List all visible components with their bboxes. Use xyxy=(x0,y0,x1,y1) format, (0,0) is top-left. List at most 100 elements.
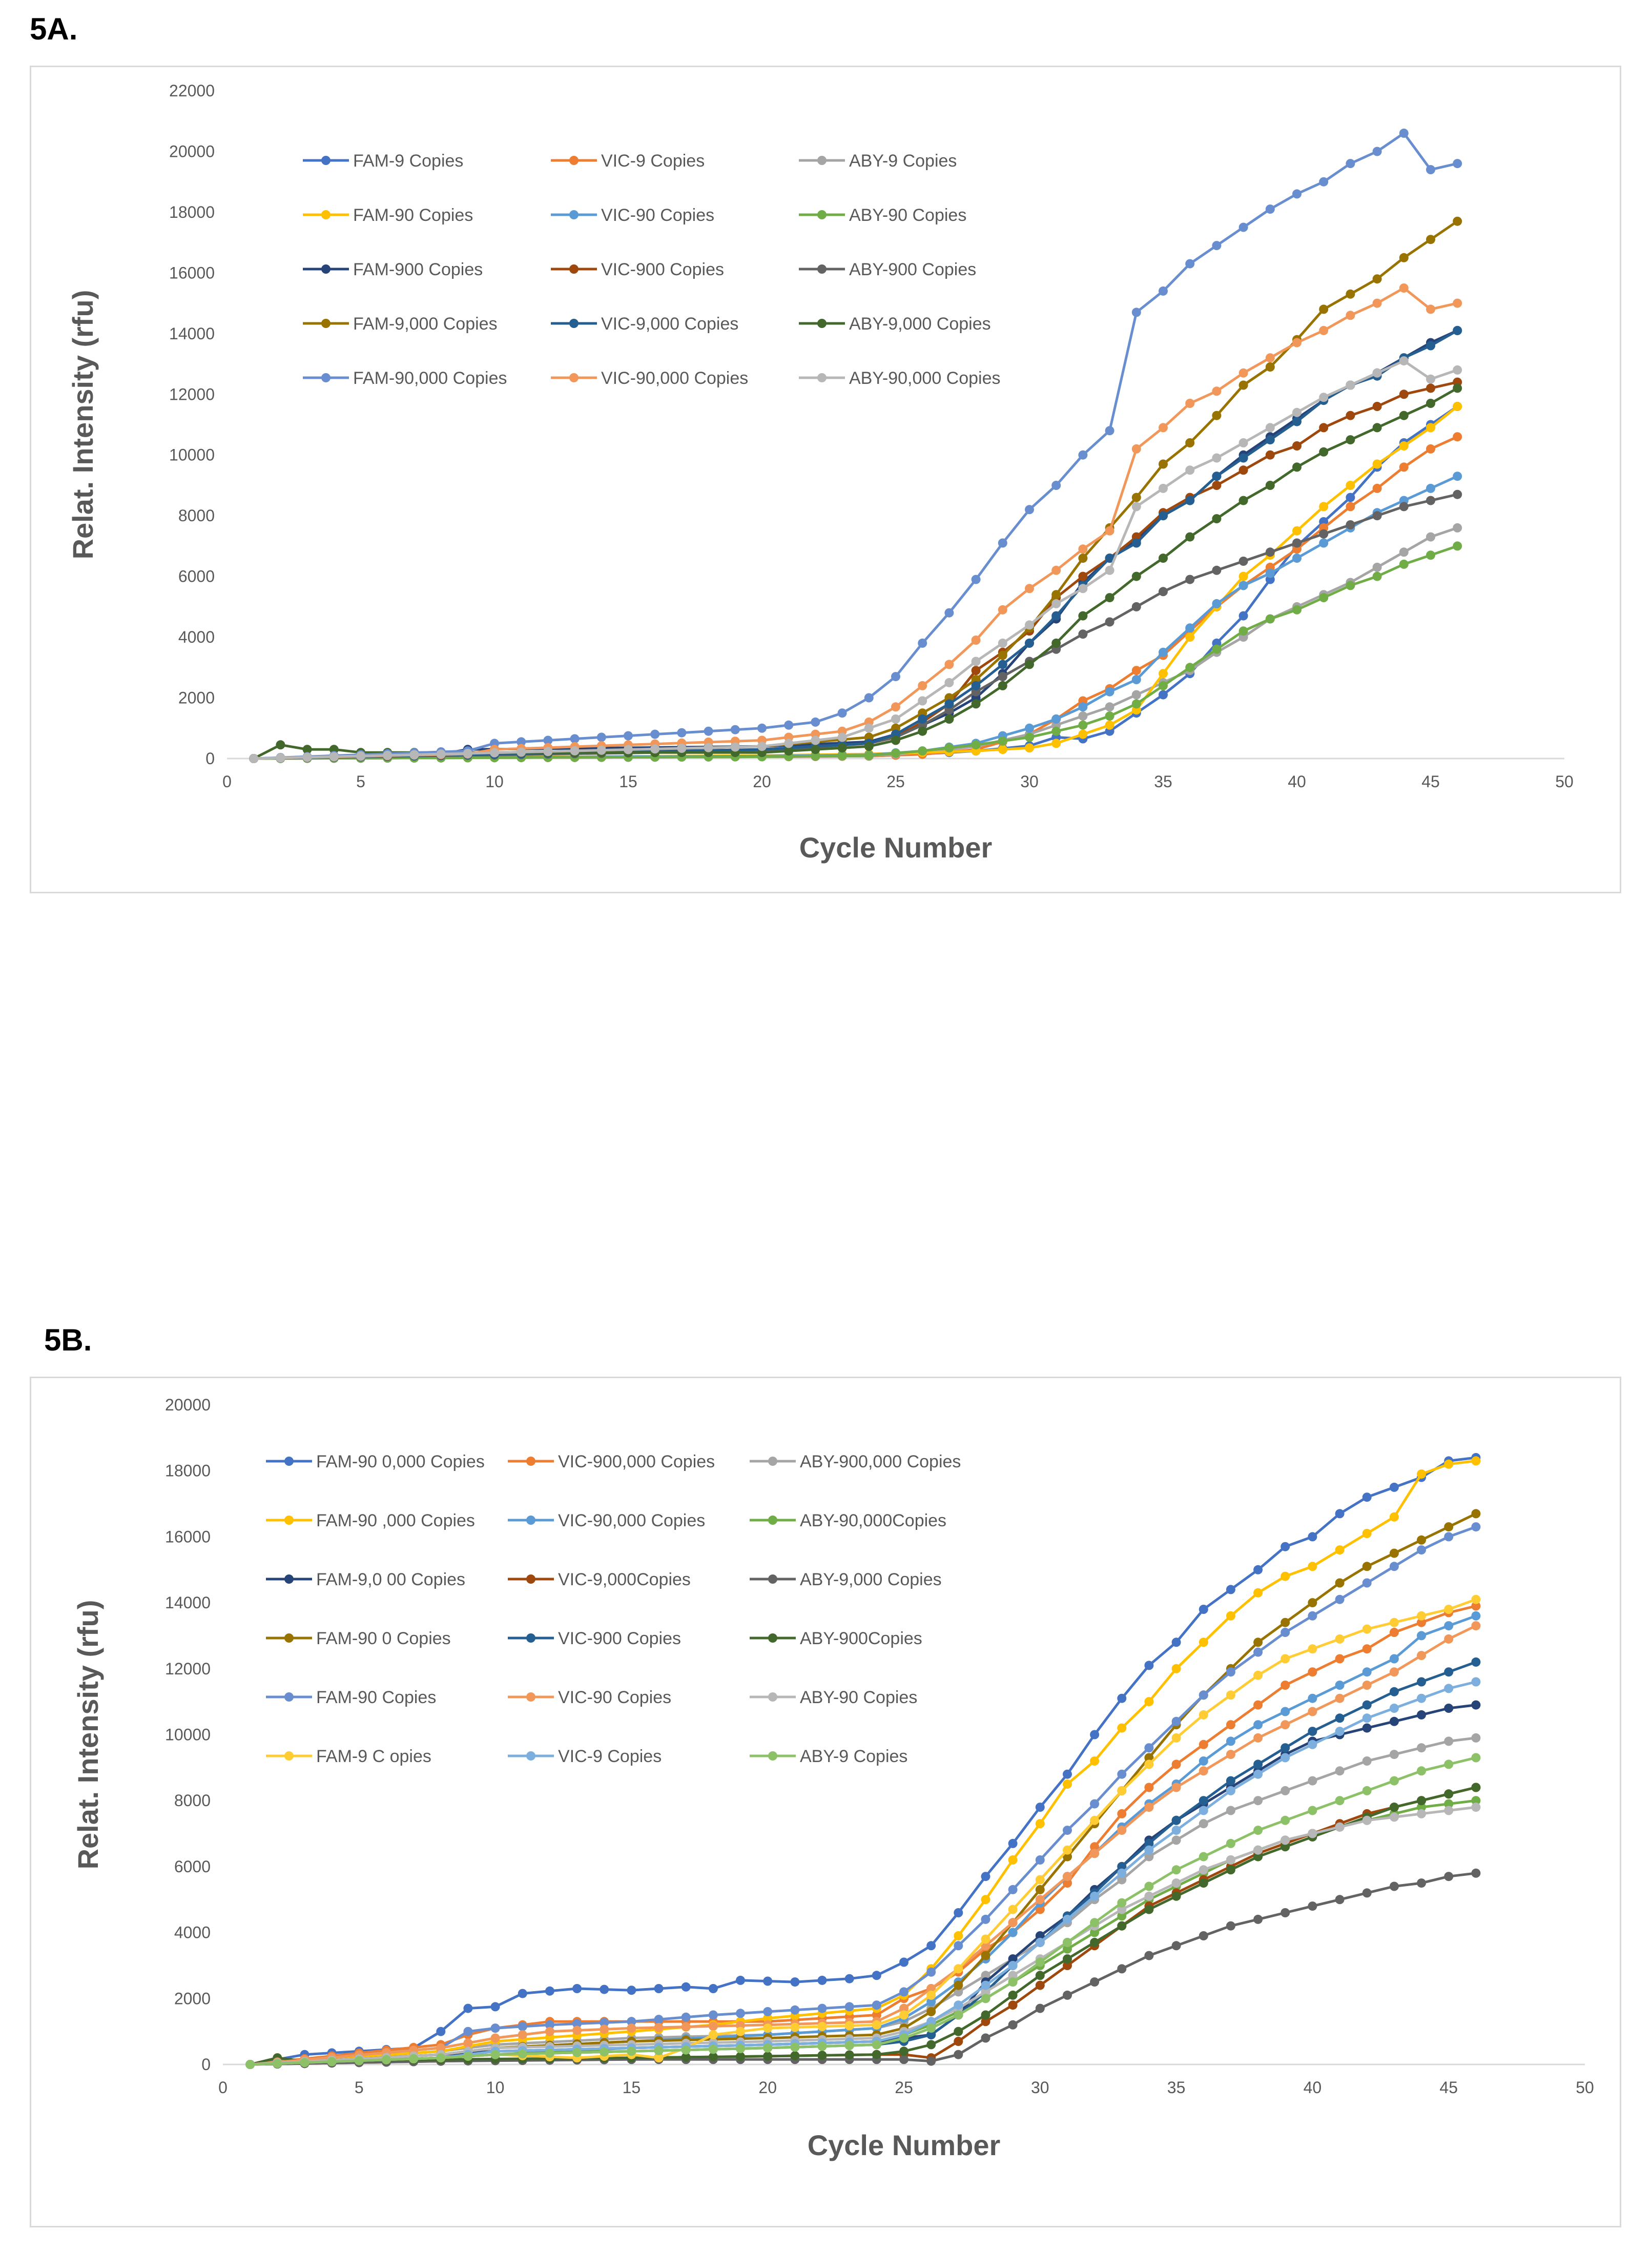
chart-5a-legend-swatch-marker xyxy=(817,156,827,165)
chart-5b-data-point xyxy=(1117,1826,1127,1835)
chart-5a-series-fam-9-000-copies xyxy=(249,216,1462,763)
chart-5b-data-point xyxy=(872,2040,881,2050)
chart-5b-data-point xyxy=(1281,1628,1290,1637)
chart-5a-data-point xyxy=(811,745,820,754)
chart-5b-data-point xyxy=(1008,1990,1018,2000)
chart-5a-data-point xyxy=(276,740,285,750)
chart-5b-y-tick-label: 12000 xyxy=(165,1660,211,1678)
chart-5a-data-point xyxy=(1346,435,1355,445)
chart-5b-series-line xyxy=(250,1598,1477,2066)
chart-5a-data-point xyxy=(1346,502,1355,511)
chart-5a-x-tick-label: 50 xyxy=(1555,772,1574,791)
chart-5b-y-tick-label: 2000 xyxy=(174,1989,211,2008)
chart-5a-legend-item: ABY-90,000 Copies xyxy=(799,369,1001,388)
chart-5a-data-point xyxy=(302,752,312,762)
chart-5b-series-aby-900-000-copies xyxy=(245,1733,1481,2069)
chart-5b-data-point xyxy=(1035,1803,1045,1812)
chart-5b-data-point xyxy=(1417,1618,1426,1627)
chart-5a-data-point xyxy=(1159,647,1168,657)
chart-5b-data-point xyxy=(1417,1535,1426,1545)
chart-5b-legend-item: ABY-9 Copies xyxy=(750,1747,907,1766)
chart-5b-data-point xyxy=(1090,1815,1100,1825)
chart-5b-data-point xyxy=(1389,1776,1399,1786)
chart-5a-data-point xyxy=(1346,380,1355,390)
chart-5a-data-point xyxy=(1319,423,1329,433)
chart-5b-data-point xyxy=(954,2010,963,2020)
chart-5a-data-point xyxy=(1292,462,1302,472)
chart-5a-legend-swatch-marker xyxy=(569,373,579,382)
chart-5a-data-point xyxy=(1131,308,1141,317)
chart-5b-data-point xyxy=(1144,1661,1154,1670)
chart-5a-data-point xyxy=(784,739,794,748)
chart-5b-data-point xyxy=(954,1987,963,1997)
chart-5b-data-point xyxy=(1226,1690,1235,1700)
chart-5b-data-point xyxy=(926,2030,936,2040)
chart-5b-data-point xyxy=(1144,1803,1154,1812)
chart-5a-data-point xyxy=(1238,496,1248,505)
chart-5b-data-point xyxy=(1063,1944,1072,1954)
chart-5b-data-point xyxy=(600,2047,609,2057)
chart-5b-data-point xyxy=(1362,1578,1372,1588)
chart-5a-x-tick-label: 25 xyxy=(886,772,905,791)
chart-5b-data-point xyxy=(518,1989,527,1998)
chart-5b-data-point xyxy=(1444,1634,1454,1644)
chart-5b-data-point xyxy=(1035,1819,1045,1829)
chart-5b-y-tick-label: 14000 xyxy=(165,1593,211,1612)
chart-5a-legend-swatch-marker xyxy=(569,156,579,165)
chart-5b-data-point xyxy=(1308,1776,1317,1786)
chart-5a-legend-swatch-marker xyxy=(569,210,579,219)
chart-5a-data-point xyxy=(1426,304,1435,314)
chart-5b-data-point xyxy=(926,2017,936,2027)
chart-5b-data-point xyxy=(1035,1971,1045,1980)
chart-5b-data-point xyxy=(1389,1562,1399,1571)
chart-5a-x-tick-label: 40 xyxy=(1288,772,1306,791)
chart-5a-data-point xyxy=(650,744,660,754)
chart-5a-data-point xyxy=(944,699,954,709)
chart-5b-data-point xyxy=(1281,1786,1290,1795)
chart-5b-data-point xyxy=(1226,1720,1235,1730)
chart-5a-data-point xyxy=(1399,502,1409,511)
chart-5b-data-point xyxy=(981,1951,990,1960)
chart-5a-data-point xyxy=(1453,383,1462,393)
chart-5b-data-point xyxy=(1090,1977,1100,1987)
chart-5a-data-point xyxy=(1426,165,1435,174)
chart-5a-data-point xyxy=(1426,550,1435,560)
chart-5a-legend-item: FAM-90,000 Copies xyxy=(303,369,507,388)
chart-5b-data-point xyxy=(981,1914,990,1924)
chart-5a-data-point xyxy=(1292,538,1302,548)
chart-5b-data-point xyxy=(409,2054,419,2063)
chart-5a-data-point xyxy=(1131,538,1141,548)
chart-5a-data-point xyxy=(1159,511,1168,521)
chart-5a-data-point xyxy=(1453,432,1462,442)
chart-5b-x-tick-label: 50 xyxy=(1576,2078,1594,2097)
chart-5b-data-point xyxy=(926,1990,936,2000)
chart-5b-data-point xyxy=(1471,1733,1481,1743)
chart-5a-data-point xyxy=(1265,568,1275,578)
chart-5b-data-point xyxy=(954,1931,963,1940)
chart-5b-data-point xyxy=(1144,1905,1154,1914)
chart-5a-data-point xyxy=(730,725,740,734)
chart-5b-data-point xyxy=(1362,1529,1372,1538)
chart-5b-data-point xyxy=(600,1984,609,1994)
chart-5b-data-point xyxy=(1171,1878,1181,1888)
chart-5b-data-point xyxy=(981,1980,990,1990)
chart-5b-legend-item: FAM-90 0,000 Copies xyxy=(266,1452,485,1471)
chart-5a-data-point xyxy=(677,744,687,753)
chart-5a-legend-label: FAM-9,000 Copies xyxy=(353,314,498,334)
chart-5a-y-tick-label: 10000 xyxy=(169,446,215,464)
chart-5b-data-point xyxy=(926,1997,936,2007)
chart-5a-legend-label: FAM-90 Copies xyxy=(353,206,473,225)
chart-5a-data-point xyxy=(944,678,954,687)
chart-5b-data-point xyxy=(1199,1931,1208,1940)
chart-5b-data-point xyxy=(1226,1786,1235,1795)
chart-5b-data-point xyxy=(463,2027,473,2036)
chart-5b-data-point xyxy=(763,1976,773,1986)
chart-5b-data-point xyxy=(1063,1878,1072,1888)
chart-5b-data-point xyxy=(1335,1796,1345,1806)
chart-5b-data-point xyxy=(1471,1803,1481,1812)
chart-5a-data-point xyxy=(1346,289,1355,299)
chart-5b-data-point xyxy=(1335,1509,1345,1519)
chart-5b-data-point xyxy=(817,2022,827,2031)
chart-5a-data-point xyxy=(1319,538,1329,548)
chart-5a-data-point xyxy=(1453,402,1462,411)
